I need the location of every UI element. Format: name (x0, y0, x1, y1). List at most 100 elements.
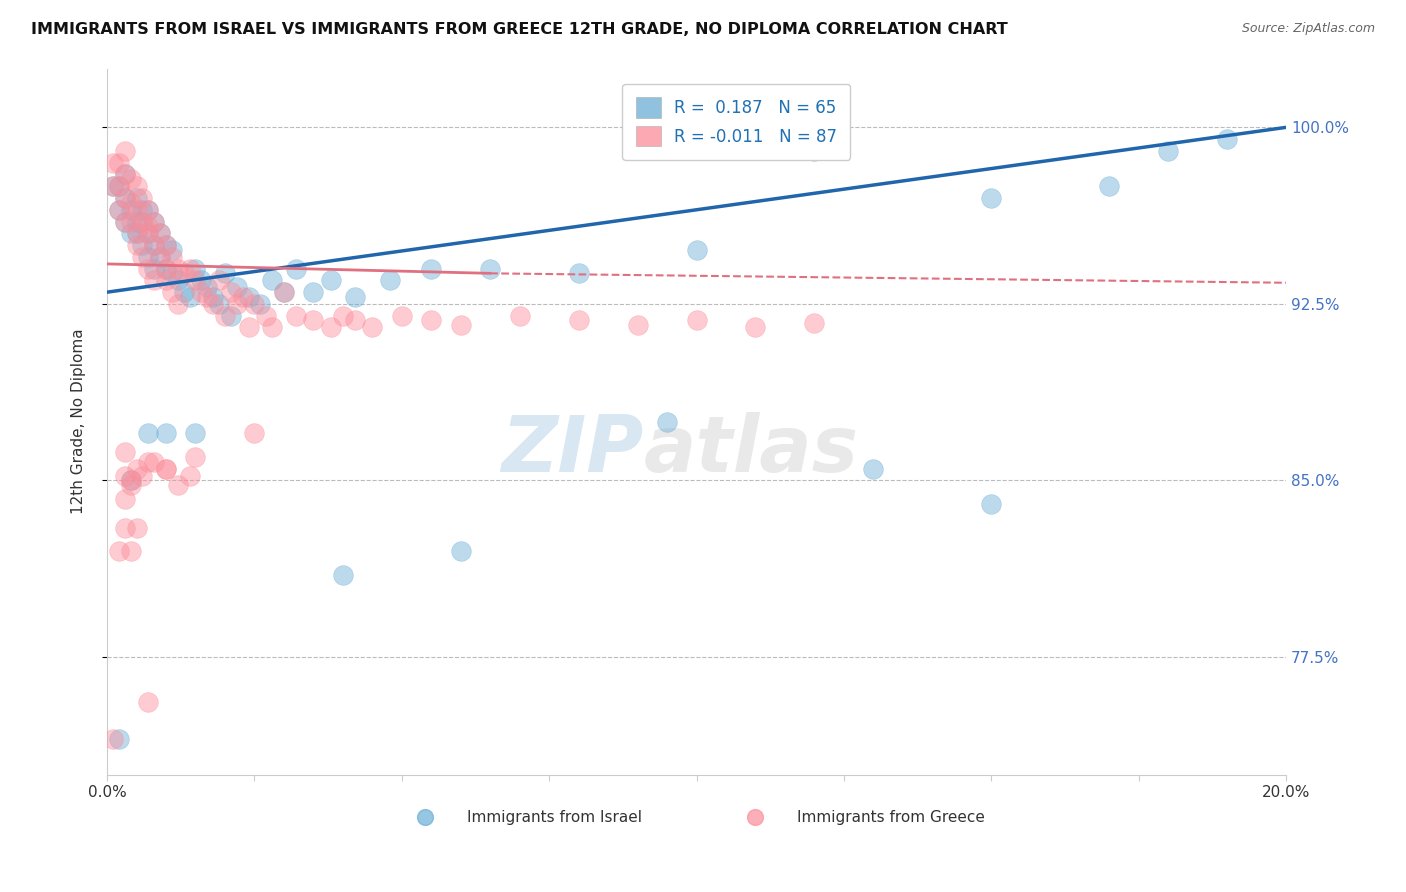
Point (225, 297, 247, 311)
Point (149, 250, 172, 264)
Point (101, 732, 124, 747)
Point (131, 214, 153, 228)
Point (391, 309, 413, 323)
Point (160, 243, 183, 257)
Point (138, 227, 160, 241)
Point (166, 478, 188, 492)
Text: atlas: atlas (644, 412, 859, 488)
Point (166, 297, 188, 311)
Point (225, 280, 247, 294)
Point (138, 227, 160, 241)
Point (302, 285, 325, 300)
Point (101, 179, 124, 194)
Point (803, 316, 825, 330)
Point (160, 250, 183, 264)
Point (143, 214, 166, 228)
Point (332, 309, 354, 323)
Point (202, 297, 225, 311)
Point (319, 273, 342, 287)
Point (361, 320, 384, 334)
Point (273, 285, 295, 300)
Point (214, 309, 236, 323)
Point (101, 179, 124, 194)
Point (143, 214, 166, 228)
Point (108, 202, 131, 217)
Point (125, 214, 148, 228)
Point (273, 285, 295, 300)
Point (173, 266, 195, 280)
Point (803, 144, 825, 158)
Point (131, 468, 153, 483)
Point (655, 415, 678, 429)
Point (238, 320, 260, 334)
Point (184, 273, 207, 287)
Text: ZIP: ZIP (501, 412, 644, 488)
Point (214, 266, 236, 280)
Point (420, 261, 443, 276)
Point (114, 214, 136, 228)
Point (685, 243, 707, 257)
Point (155, 261, 177, 276)
Point (208, 273, 231, 287)
Point (249, 297, 271, 311)
Point (155, 261, 177, 276)
Point (114, 445, 136, 459)
Point (219, 309, 242, 323)
Point (120, 214, 142, 228)
Point (108, 544, 131, 558)
Point (114, 520, 136, 534)
Point (149, 250, 172, 264)
Point (202, 290, 225, 304)
Point (343, 313, 366, 327)
Point (568, 313, 591, 327)
Text: IMMIGRANTS FROM ISRAEL VS IMMIGRANTS FROM GREECE 12TH GRADE, NO DIPLOMA CORRELAT: IMMIGRANTS FROM ISRAEL VS IMMIGRANTS FRO… (31, 22, 1008, 37)
Point (131, 202, 153, 217)
Point (114, 168, 136, 182)
Point (108, 179, 131, 194)
Point (108, 155, 131, 169)
Point (450, 544, 472, 558)
Point (120, 172, 142, 186)
Point (744, 320, 766, 334)
Point (125, 520, 148, 534)
Point (195, 280, 218, 294)
Point (120, 544, 142, 558)
Point (143, 238, 166, 252)
Point (190, 285, 212, 300)
Point (131, 214, 153, 228)
Point (179, 290, 201, 304)
Point (138, 202, 160, 217)
Point (232, 290, 254, 304)
Y-axis label: 12th Grade, No Diploma: 12th Grade, No Diploma (72, 329, 86, 515)
Point (319, 320, 342, 334)
Point (120, 202, 142, 217)
Point (125, 202, 148, 217)
Point (125, 179, 148, 194)
Point (166, 273, 188, 287)
Point (125, 227, 148, 241)
Point (125, 191, 148, 205)
Point (190, 273, 212, 287)
Point (862, 461, 884, 475)
Point (179, 261, 201, 276)
Point (284, 309, 307, 323)
Point (120, 474, 142, 488)
Legend: R =  0.187   N = 65, R = -0.011   N = 87: R = 0.187 N = 65, R = -0.011 N = 87 (623, 84, 851, 160)
Point (155, 461, 177, 475)
Point (243, 426, 266, 441)
Point (125, 461, 148, 475)
Point (131, 250, 153, 264)
Point (114, 492, 136, 507)
Point (238, 290, 260, 304)
Point (1216, 132, 1239, 146)
Point (138, 261, 160, 276)
Point (155, 426, 177, 441)
Point (685, 313, 707, 327)
Point (262, 320, 284, 334)
Point (179, 468, 201, 483)
Point (568, 266, 591, 280)
Point (626, 318, 648, 332)
Point (114, 144, 136, 158)
Point (114, 191, 136, 205)
Point (138, 250, 160, 264)
